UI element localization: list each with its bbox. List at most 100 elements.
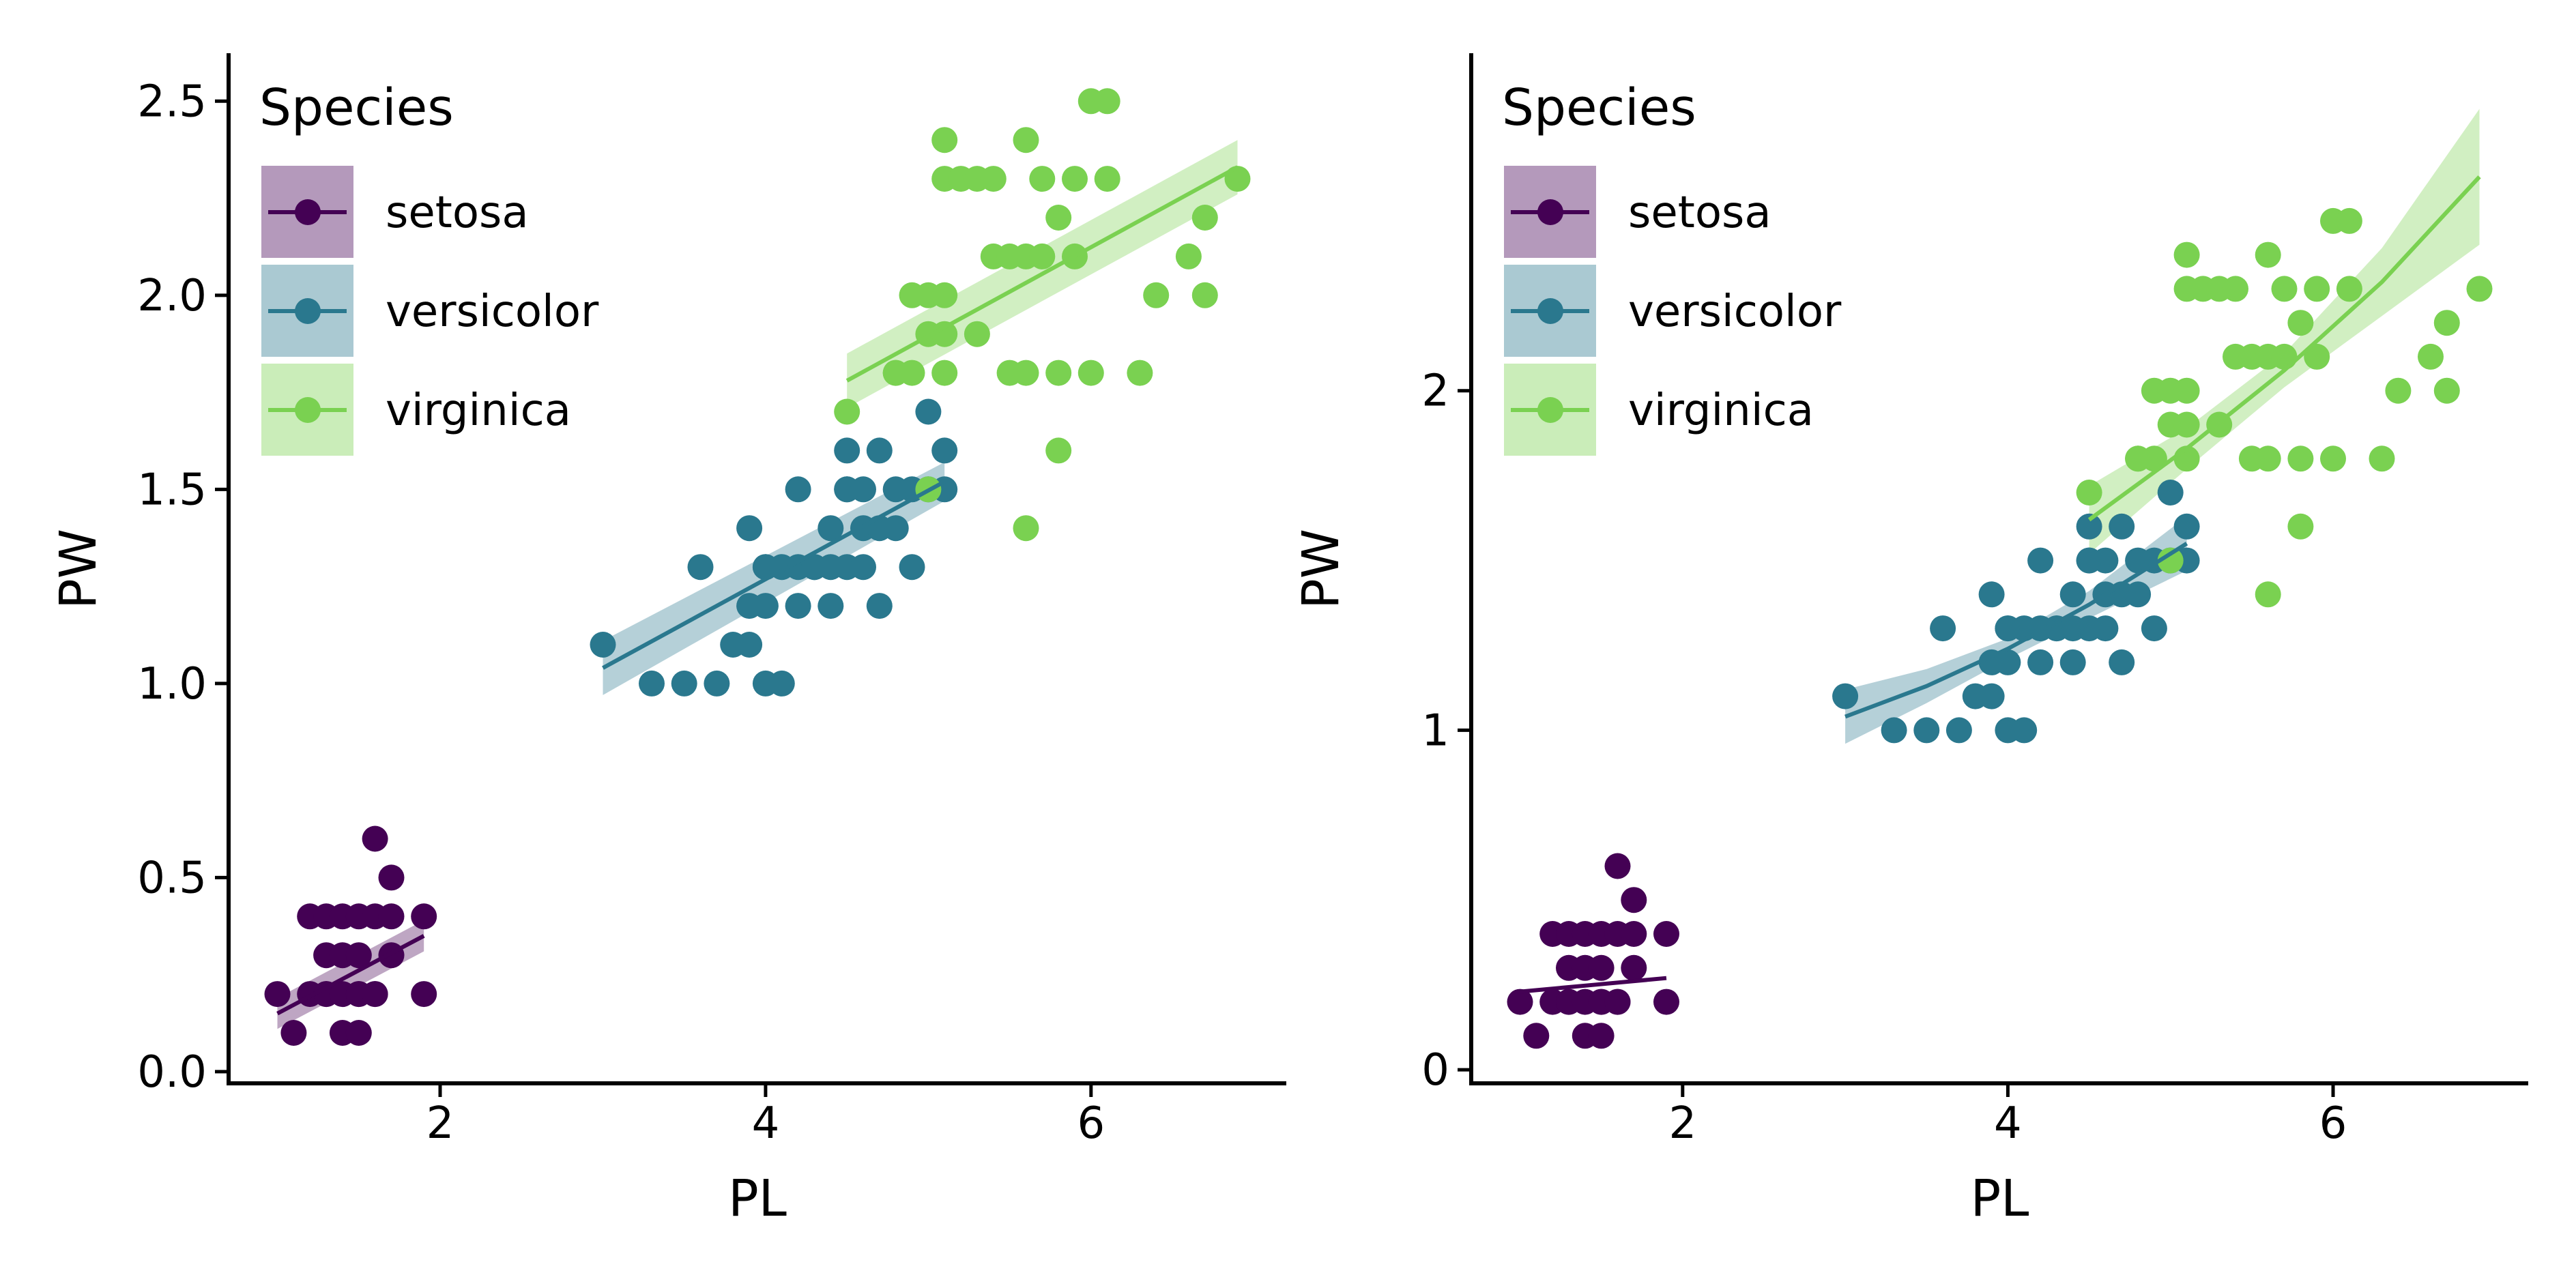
confidence-band-versicolor xyxy=(1845,516,2187,744)
data-point-setosa xyxy=(1507,989,1533,1015)
data-point-versicolor xyxy=(752,593,779,619)
data-point-virginica xyxy=(964,321,990,347)
data-point-versicolor xyxy=(1945,717,1972,744)
data-point-versicolor xyxy=(671,670,697,697)
data-point-versicolor xyxy=(2011,717,2038,744)
data-point-virginica xyxy=(1013,127,1039,153)
data-point-virginica xyxy=(834,398,860,425)
legend-key-point-setosa xyxy=(1537,199,1563,225)
data-point-setosa xyxy=(1604,989,1631,1015)
y-tick-label: 2.5 xyxy=(137,76,207,127)
data-point-versicolor xyxy=(2141,615,2167,642)
data-point-setosa xyxy=(378,903,405,930)
data-point-virginica xyxy=(1175,243,1202,269)
data-point-virginica xyxy=(2173,241,2200,268)
data-point-virginica xyxy=(1224,166,1251,192)
data-point-virginica xyxy=(1029,243,1056,269)
data-point-virginica xyxy=(2369,445,2395,472)
y-tick-label: 1.0 xyxy=(137,659,207,709)
data-point-setosa xyxy=(264,981,291,1008)
legend-title: Species xyxy=(1502,78,1696,137)
data-point-virginica xyxy=(1062,166,1088,192)
legend: Species setosa versicolor virginica xyxy=(259,78,599,456)
data-point-virginica xyxy=(1045,360,1072,386)
data-point-versicolor xyxy=(785,476,811,503)
data-point-virginica xyxy=(1127,360,1153,386)
data-point-versicolor xyxy=(2027,547,2054,574)
data-point-setosa xyxy=(1653,921,1679,947)
series-versicolor xyxy=(590,398,958,697)
data-point-versicolor xyxy=(2092,615,2119,642)
data-point-versicolor xyxy=(2027,649,2054,675)
data-point-versicolor xyxy=(590,632,616,658)
legend-key-point-virginica xyxy=(295,397,321,423)
data-point-virginica xyxy=(2336,276,2362,302)
y-tick-label: 0 xyxy=(1421,1045,1449,1096)
data-point-versicolor xyxy=(1930,615,1956,642)
x-axis-title: PL xyxy=(1971,1169,2029,1228)
data-point-virginica xyxy=(2336,207,2362,234)
data-point-versicolor xyxy=(2059,649,2086,675)
data-point-virginica xyxy=(2076,480,2102,506)
data-point-versicolor xyxy=(1995,649,2021,675)
data-point-setosa xyxy=(345,942,372,969)
fit-line-setosa xyxy=(276,934,425,1016)
data-point-virginica xyxy=(931,282,958,308)
data-point-setosa xyxy=(362,981,388,1008)
data-point-virginica xyxy=(2287,310,2314,336)
data-point-setosa xyxy=(280,1020,307,1046)
data-point-versicolor xyxy=(899,554,925,581)
data-point-versicolor xyxy=(1881,717,1907,744)
fit-line-versicolor xyxy=(602,480,946,670)
data-point-virginica xyxy=(1029,166,1056,192)
series-virginica xyxy=(834,88,1251,542)
data-point-virginica xyxy=(931,321,958,347)
x-axis-title: PL xyxy=(728,1169,787,1228)
data-point-virginica xyxy=(1045,437,1072,464)
data-point-versicolor xyxy=(850,476,876,503)
data-point-setosa xyxy=(1653,989,1679,1015)
data-point-versicolor xyxy=(785,593,811,619)
data-point-virginica xyxy=(2385,377,2412,404)
legend-key-point-setosa xyxy=(295,199,321,225)
data-point-versicolor xyxy=(817,515,844,542)
data-point-setosa xyxy=(1621,921,1647,947)
data-point-versicolor xyxy=(2125,581,2152,608)
legend: Species setosa versicolor virginica xyxy=(1502,78,1842,456)
data-point-virginica xyxy=(1094,166,1120,192)
y-axis-title: PW xyxy=(1292,529,1350,609)
data-point-versicolor xyxy=(2157,480,2184,506)
data-point-virginica xyxy=(2173,377,2200,404)
data-point-setosa xyxy=(1588,954,1615,981)
fit-line-setosa xyxy=(1520,976,1667,994)
data-point-versicolor xyxy=(704,670,730,697)
data-point-virginica xyxy=(2466,276,2493,302)
series-setosa xyxy=(1507,853,1679,1049)
data-point-virginica xyxy=(2433,377,2460,404)
data-point-virginica xyxy=(2418,343,2444,370)
data-point-virginica xyxy=(2287,513,2314,540)
legend-key-point-versicolor xyxy=(1537,298,1563,324)
legend-label-virginica: virginica xyxy=(386,385,571,436)
y-tick-label: 2 xyxy=(1421,366,1449,417)
data-point-virginica xyxy=(2157,547,2184,574)
x-tick-label: 2 xyxy=(1668,1098,1696,1149)
data-point-versicolor xyxy=(1978,683,2005,709)
data-point-setosa xyxy=(1588,1023,1615,1049)
data-point-setosa xyxy=(411,981,437,1008)
legend-title: Species xyxy=(259,78,454,137)
y-tick-label: 0.0 xyxy=(137,1047,207,1098)
data-point-virginica xyxy=(2255,445,2281,472)
data-point-setosa xyxy=(411,903,437,930)
x-tick-label: 6 xyxy=(2319,1098,2347,1149)
data-point-virginica xyxy=(2287,445,2314,472)
x-tick-label: 4 xyxy=(1994,1098,2022,1149)
y-tick-label: 1 xyxy=(1421,705,1449,756)
data-point-versicolor xyxy=(2076,513,2102,540)
data-point-virginica xyxy=(1013,515,1039,542)
data-point-versicolor xyxy=(931,437,958,464)
data-point-virginica xyxy=(931,360,958,386)
series-virginica xyxy=(2076,207,2493,608)
legend-key-point-virginica xyxy=(1537,397,1563,423)
data-point-virginica xyxy=(2304,343,2330,370)
